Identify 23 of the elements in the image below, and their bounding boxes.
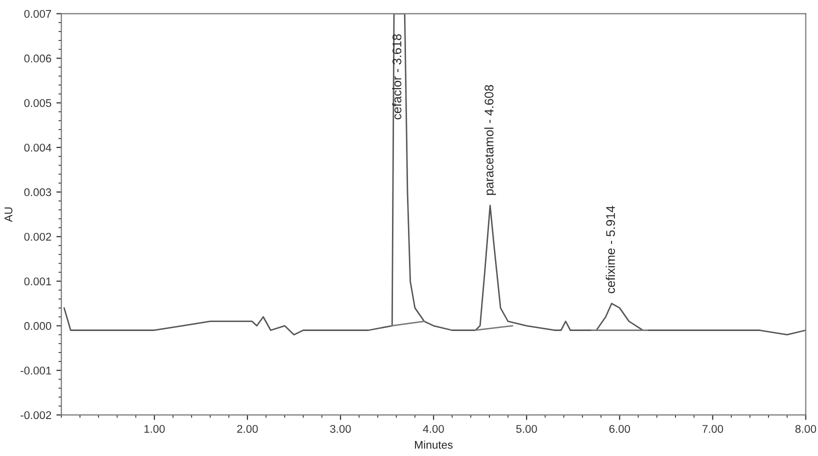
- x-tick-label: 4.00: [422, 424, 444, 433]
- y-axis-title: AU: [4, 207, 12, 222]
- y-tick-label: 0.002: [24, 232, 52, 241]
- annotation: cefixime - 5.914: [606, 206, 615, 294]
- y-tick-label: 0.001: [24, 277, 52, 286]
- x-tick-label: 6.00: [609, 424, 630, 433]
- x-tick-label: 3.00: [330, 424, 351, 433]
- y-tick-label: 0.005: [24, 99, 52, 107]
- x-tick-label: 8.00: [795, 424, 816, 433]
- y-tick-label: -0.001: [20, 366, 52, 375]
- x-axis-title: Minutes: [415, 440, 453, 449]
- annotation: cefaclor - 3.618: [392, 34, 402, 120]
- y-tick-label: -0.002: [20, 411, 52, 420]
- x-tick-label: 7.00: [702, 424, 724, 433]
- x-tick-label: 2.00: [237, 424, 258, 433]
- y-tick-label: 0.006: [24, 54, 52, 62]
- y-tick-label: 0.003: [24, 188, 52, 196]
- y-tick-label: 0.007: [24, 10, 52, 18]
- y-tick-label: 0.004: [24, 144, 52, 152]
- annotation: paracetamol - 4.608: [484, 85, 496, 195]
- y-tick-label: 0.000: [24, 322, 52, 330]
- x-tick-label: 5.00: [516, 424, 537, 433]
- x-tick-label: 1.00: [144, 424, 165, 433]
